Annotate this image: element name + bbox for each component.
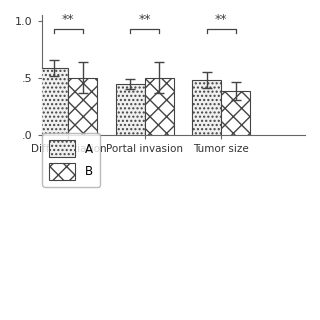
Text: **: **: [215, 13, 227, 27]
Bar: [39, 68, 68, 135]
Bar: [145, 78, 174, 135]
Legend: A, B: A, B: [42, 133, 100, 187]
Bar: [116, 84, 145, 135]
Bar: [221, 91, 250, 135]
Text: **: **: [62, 13, 75, 27]
Text: **: **: [139, 13, 151, 27]
Bar: [192, 80, 221, 135]
Bar: [68, 78, 97, 135]
